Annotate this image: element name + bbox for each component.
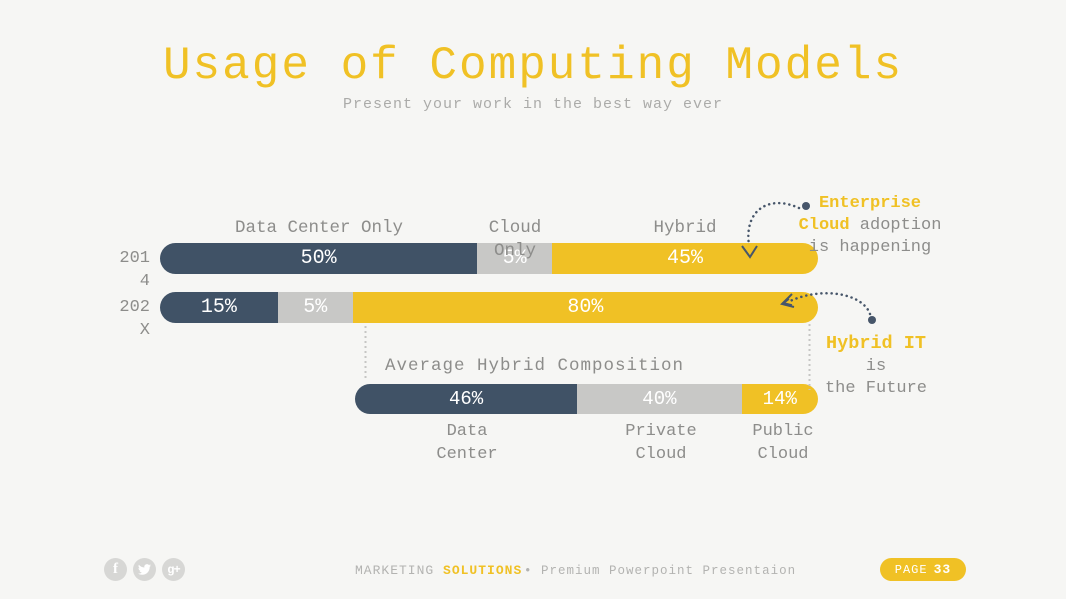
footer-bullet: • [524, 564, 533, 578]
avg-public-cloud-segment: 14% [741, 384, 818, 414]
avg-data-center-segment: 46% [355, 384, 578, 414]
twitter-icon[interactable] [133, 558, 156, 581]
facebook-icon[interactable]: f [104, 558, 127, 581]
facebook-glyph: f [113, 561, 118, 577]
annotation-enterprise-rest2: adoption [849, 216, 942, 235]
footer-social-icons: f g+ [104, 558, 185, 581]
category-public-cloud-line1: Public [752, 422, 814, 441]
category-label-public-cloud: Public Cloud [723, 420, 843, 466]
average-composition-bar: 46% 40% 14% [355, 384, 818, 414]
bar-2014-cloud-only-segment: 5% [477, 243, 553, 274]
page-label: PAGE [894, 562, 928, 577]
avg-private-cloud-segment: 40% [577, 384, 742, 414]
bar-2014-hybrid-segment: 45% [552, 243, 818, 274]
google-plus-icon[interactable]: g+ [162, 558, 185, 581]
category-private-cloud-line2: Cloud [635, 445, 687, 464]
annotation-hybrid-line3: the Future [824, 379, 928, 398]
footer-tagline-text: Premium Powerpoint Presentaion [541, 564, 797, 578]
category-data-center-line2: Center [436, 445, 498, 464]
annotation-hybrid-it: Hybrid IT is the Future [794, 333, 958, 400]
column-header-hybrid: Hybrid [653, 218, 717, 238]
category-label-data-center: Data Center [387, 420, 547, 466]
column-header-cloud-only: Cloud Only [488, 218, 542, 261]
row-label-202x-line2: X [139, 321, 150, 340]
row-label-202x-line1: 202 [119, 298, 150, 317]
annotation-hybrid-highlight: Hybrid IT [826, 333, 926, 354]
stacked-bar-202x: 15% 5% 80% [160, 292, 818, 323]
column-header-data-center-only: Data Center Only [234, 218, 404, 238]
annotation-enterprise-cloud: Enterprise Cloud adoption is happening [788, 193, 952, 259]
page-subtitle: Present your work in the best way ever [342, 96, 724, 113]
footer-brand: MARKETING SOLUTIONS [355, 563, 522, 578]
annotation-hybrid-line1: Hybrid IT [794, 333, 958, 356]
category-private-cloud-line1: Private [625, 422, 697, 441]
arrow-hybrid-origin-dot [868, 316, 876, 324]
annotation-enterprise-line3: is happening [808, 238, 932, 257]
page-number-badge: PAGE 33 [880, 558, 966, 581]
footer-brand-marketing: MARKETING [355, 563, 435, 578]
annotation-enterprise-line1: Enterprise [788, 193, 952, 215]
bar-202x-hybrid-segment: 80% [352, 292, 818, 323]
google-plus-glyph: g+ [167, 562, 180, 577]
footer-tagline: • Premium Powerpoint Presentaion [524, 564, 796, 578]
row-label-2014-line1: 201 [119, 249, 150, 268]
bar-202x-data-center-segment: 15% [160, 292, 278, 323]
annotation-enterprise-highlight2: Cloud [798, 216, 850, 235]
page-title: Usage of Computing Models [162, 40, 904, 92]
row-label-2014-line2: 4 [139, 272, 150, 291]
footer-brand-solutions: SOLUTIONS [443, 563, 523, 578]
bar-2014-data-center-segment: 50% [160, 243, 478, 274]
annotation-hybrid-line2: is [865, 357, 887, 376]
page-number: 33 [933, 562, 952, 577]
category-public-cloud-line2: Cloud [757, 445, 809, 464]
annotation-enterprise-highlight1: Enterprise [818, 194, 922, 213]
average-hybrid-composition-title: Average Hybrid Composition [385, 356, 685, 376]
row-label-2014: 201 4 [96, 247, 150, 293]
row-label-202x: 202 X [96, 296, 150, 342]
stacked-bar-2014: 50% 5% 45% [160, 243, 818, 274]
bar-202x-cloud-only-segment: 5% [277, 292, 353, 323]
category-data-center-line1: Data [446, 422, 488, 441]
twitter-bird-glyph [138, 564, 151, 575]
annotation-enterprise-line2: Cloud adoption [788, 215, 952, 237]
category-label-private-cloud: Private Cloud [581, 420, 741, 466]
